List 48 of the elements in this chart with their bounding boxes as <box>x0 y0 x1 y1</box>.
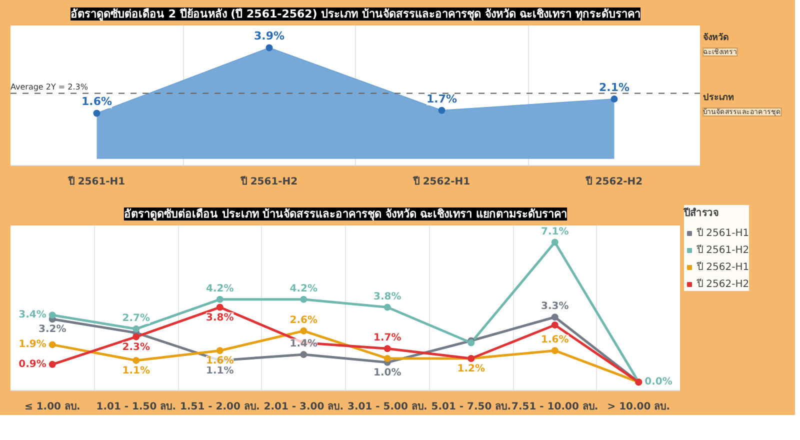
data-label: 2.3% <box>122 342 150 353</box>
x-tick-label: ปี 2561-H1 <box>67 176 126 188</box>
x-tick-label: ปี 2562-H1 <box>412 176 470 188</box>
legend-label: ปี 2561-H2 <box>697 244 750 258</box>
data-label: 1.6% <box>541 334 569 346</box>
x-tick-label: 7.51 - 10.00 ลบ. <box>512 402 598 412</box>
legend-label: ปี 2561-H1 <box>697 226 750 240</box>
x-tick-label: 1.01 - 1.50 ลบ. <box>96 402 176 412</box>
data-label: 1.7% <box>374 332 402 344</box>
data-label: 3.8% <box>374 291 402 302</box>
data-label: 3.4% <box>18 310 46 321</box>
x-tick-label: 3.01 - 5.00 ลบ. <box>348 402 428 412</box>
legend-title: ปีสำรวจ <box>684 206 720 220</box>
data-label: 2.6% <box>290 314 318 326</box>
data-label: 2.7% <box>122 312 150 324</box>
data-label: 4.2% <box>290 283 318 294</box>
x-tick-label: ปี 2562-H2 <box>584 176 643 188</box>
data-label: 1.6% <box>81 95 112 108</box>
data-label: 3.9% <box>254 30 285 43</box>
data-label: 3.2% <box>38 324 66 336</box>
ref-line-label: Average 2Y = 2.3% <box>10 82 88 92</box>
data-label: 1.9% <box>18 339 46 350</box>
chart-title: อัตราดูดซับต่อเดือน 2 ปีย้อนหลัง (ปี 2561-2562) ประเภท บ้านจัดสรรและอาคารชุด จังหวัด ฉะเชิงเทรา ทุกระดับราคา <box>70 8 640 22</box>
data-label: 7.1% <box>541 226 569 238</box>
x-tick-label: 2.01 - 3.00 ลบ. <box>264 402 344 412</box>
x-tick-label: > 10.00 ลบ. <box>607 402 670 412</box>
legend-label: ปี 2562-H1 <box>697 260 750 274</box>
x-tick-label: ≤ 1.00 ลบ. <box>24 402 80 412</box>
data-label: 3.8% <box>206 312 234 324</box>
x-tick-label: 1.51 - 2.00 ลบ. <box>180 402 260 412</box>
data-label: 3.3% <box>541 301 569 312</box>
data-label: 1.1% <box>122 365 150 376</box>
legend-label: ปี 2562-H2 <box>697 278 750 292</box>
data-label: 1.6% <box>206 356 234 367</box>
data-label: 1.2% <box>457 363 485 374</box>
chart-title: อัตราดูดซับต่อเดือน ประเภท บ้านจัดสรรและอาคารชุด จังหวัด ฉะเชิงเทรา แยกตามระดับราคา <box>124 208 568 222</box>
text: ประเภท <box>703 92 734 103</box>
data-label: 2.1% <box>598 81 630 94</box>
data-label: 1.0% <box>374 367 402 378</box>
data-label: 1.7% <box>426 92 458 106</box>
data-label: 1.1% <box>206 365 234 376</box>
data-label: 0.0% <box>644 376 672 388</box>
x-tick-label: ปี 2561-H2 <box>240 176 298 188</box>
data-label: 0.9% <box>18 358 46 370</box>
x-tick-label: 5.01 - 7.50 ลบ. <box>431 402 512 412</box>
data-label: 4.2% <box>206 283 234 294</box>
text: จังหวัด <box>703 32 730 43</box>
data-label: 1.4% <box>290 338 318 350</box>
